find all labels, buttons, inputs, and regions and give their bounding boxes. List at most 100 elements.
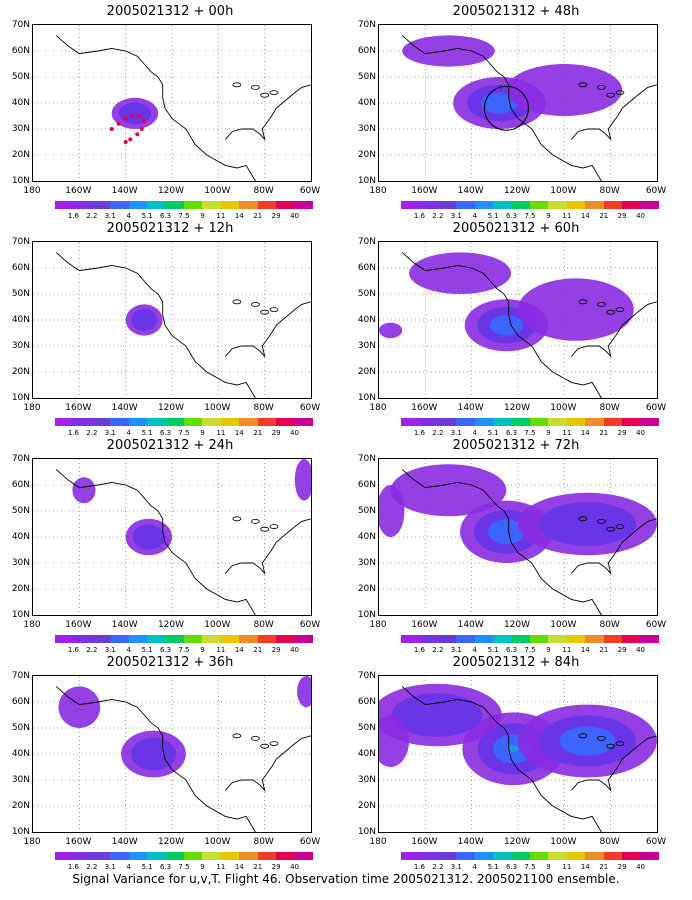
- colorbar-swatch: [91, 201, 111, 209]
- coastline: [570, 301, 657, 358]
- colorbar-swatch: [147, 201, 166, 209]
- variance-contour: [518, 278, 634, 341]
- colorbar-swatch: [73, 201, 92, 209]
- lake-outline: [269, 524, 279, 529]
- coastline: [401, 469, 603, 615]
- lake-outline: [606, 309, 616, 315]
- colorbar-swatch: [566, 418, 586, 426]
- colorbar-swatch: [147, 852, 166, 860]
- colorbar-label: 7.5: [524, 429, 536, 437]
- coastline: [570, 518, 657, 575]
- colorbar-label: 11: [562, 863, 572, 871]
- colorbar-label: 1.6: [67, 212, 79, 220]
- colorbar-swatch: [257, 201, 277, 209]
- lon-tick-label: 80W: [599, 403, 620, 413]
- variance-contour: [130, 737, 177, 771]
- lake-outline: [269, 741, 279, 746]
- lake-outline: [269, 307, 279, 312]
- coastline: [55, 35, 257, 181]
- lat-tick-label: 60N: [11, 46, 30, 56]
- colorbar-swatch: [456, 635, 475, 643]
- coastline: [55, 252, 257, 398]
- lon-tick-label: 100W: [204, 620, 231, 630]
- colorbar-swatch: [511, 418, 530, 426]
- lat-tick-label: 70N: [11, 237, 30, 247]
- colorbar-label: 6.3: [159, 212, 172, 220]
- colorbar-label: 2.2: [86, 212, 98, 220]
- colorbar-swatch: [529, 201, 549, 209]
- colorbar-swatch: [165, 852, 184, 860]
- colorbar-label: 40: [636, 646, 646, 654]
- lat-tick-label: 10N: [357, 827, 376, 837]
- lon-tick-label: 80W: [599, 186, 620, 196]
- lake-outline: [232, 516, 242, 522]
- colorbar-swatch: [401, 852, 420, 860]
- colorbar-label: 21: [599, 429, 609, 437]
- colorbar-label: 1.6: [413, 863, 425, 871]
- observation-dot: [135, 132, 140, 137]
- colorbar-swatch: [294, 418, 313, 426]
- colorbar-swatch: [437, 201, 457, 209]
- lat-tick-label: 20N: [357, 150, 376, 160]
- variance-contour: [297, 676, 311, 708]
- coastline: [224, 84, 311, 141]
- lon-tick-label: 160W: [65, 837, 92, 847]
- colorbar-label: 7.5: [178, 429, 190, 437]
- colorbar-label: 1.6: [413, 646, 425, 654]
- colorbar-swatch: [585, 635, 604, 643]
- observation-dot: [116, 121, 121, 126]
- lon-tick-label: 60W: [645, 620, 667, 630]
- colorbar-swatch: [585, 418, 604, 426]
- lat-tick-label: 20N: [357, 801, 376, 811]
- colorbar-label: 2.2: [86, 863, 98, 871]
- lake-outline: [615, 741, 625, 746]
- lon-tick-label: 100W: [550, 186, 577, 196]
- lon-tick-label: 80W: [253, 837, 274, 847]
- lake-outline: [250, 85, 260, 90]
- colorbar-label: 3.1: [104, 863, 116, 871]
- colorbar-swatch: [165, 418, 184, 426]
- colorbar-label: 2.2: [432, 863, 444, 871]
- colorbar-label: 9: [546, 646, 551, 654]
- lon-tick-label: 180: [23, 837, 41, 847]
- map-panel-p72: 2005021312 + 72h 70N 60N 50N 40N 30N 20N 10N 180…: [346, 438, 686, 654]
- observation-dot: [123, 140, 128, 144]
- colorbar-swatch: [91, 418, 111, 426]
- colorbar: [55, 418, 313, 426]
- colorbar-label: 5.1: [487, 429, 499, 437]
- lat-tick-label: 10N: [11, 176, 30, 186]
- lake-outline: [615, 90, 625, 95]
- lat-tick-label: 50N: [11, 723, 30, 733]
- lon-tick-label: 160W: [411, 837, 438, 847]
- colorbar-swatch: [585, 852, 604, 860]
- colorbar-label: 2.2: [432, 646, 444, 654]
- colorbar-swatch: [401, 201, 420, 209]
- map-area: [378, 241, 658, 399]
- colorbar-swatch: [294, 635, 313, 643]
- lon-tick-label: 160W: [65, 403, 92, 413]
- colorbar-label: 9: [200, 429, 205, 437]
- variance-contour: [390, 464, 507, 517]
- lat-tick-label: 70N: [11, 454, 30, 464]
- colorbar: [401, 418, 659, 426]
- colorbar-label: 6.3: [505, 646, 518, 654]
- colorbar-label: 14: [580, 429, 590, 437]
- lat-tick-label: 70N: [357, 454, 376, 464]
- colorbar-label: 5.1: [141, 212, 153, 220]
- map-area: [32, 241, 312, 399]
- colorbar-label: 14: [234, 429, 244, 437]
- colorbar-swatch: [110, 418, 129, 426]
- variance-contour: [58, 686, 101, 728]
- colorbar-swatch: [419, 418, 438, 426]
- lon-tick-label: 160W: [411, 403, 438, 413]
- lon-tick-label: 100W: [204, 186, 231, 196]
- lat-tick-label: 30N: [11, 341, 30, 351]
- colorbar-swatch: [165, 635, 184, 643]
- colorbar-label: 3.1: [450, 429, 462, 437]
- colorbar-label: 2.2: [86, 429, 98, 437]
- map-area: [378, 24, 658, 182]
- colorbar-swatch: [493, 852, 512, 860]
- variance-contour: [538, 502, 637, 546]
- colorbar-swatch: [511, 635, 530, 643]
- colorbar-label: 6.3: [159, 646, 172, 654]
